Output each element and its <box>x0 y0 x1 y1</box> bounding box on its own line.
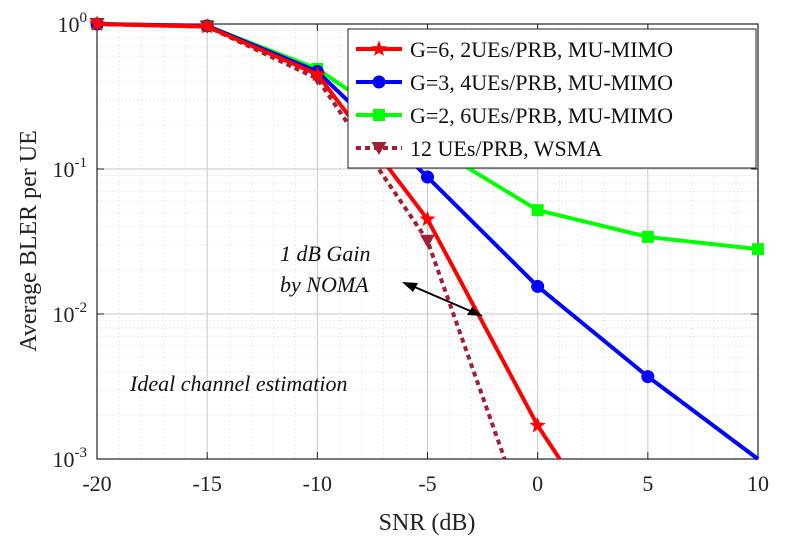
x-tick-label: 10 <box>747 471 769 496</box>
legend-item: G=3, 4UEs/PRB, MU-MIMO <box>356 70 673 95</box>
data-point-star <box>419 210 436 227</box>
annotation-gain-line2: by NOMA <box>280 272 369 297</box>
gain-double-arrow <box>402 282 483 316</box>
y-tick-label: 10-3 <box>53 445 88 472</box>
data-point-star <box>88 15 106 31</box>
x-tick-label: -5 <box>418 471 436 496</box>
data-point-star <box>529 417 546 433</box>
legend-item: G=6, 2UEs/PRB, MU-MIMO <box>356 37 673 62</box>
data-point-circle <box>531 279 545 293</box>
legend: G=6, 2UEs/PRB, MU-MIMO G=3, 4UEs/PRB, MU-… <box>347 28 757 169</box>
data-point-triangle <box>420 234 435 248</box>
x-axis-label: SNR (dB) <box>379 510 476 536</box>
data-point-triangle <box>309 72 325 86</box>
data-point-star <box>309 65 326 82</box>
x-tick-label: 5 <box>642 471 653 496</box>
data-point-circle <box>421 170 434 184</box>
data-point-circle <box>641 370 655 384</box>
data-point-star <box>199 18 216 34</box>
legend-item: G=2, 6UEs/PRB, MU-MIMO <box>356 103 673 128</box>
y-tick-label: 10-1 <box>53 155 88 182</box>
legend-label: G=6, 2UEs/PRB, MU-MIMO <box>410 37 673 62</box>
y-axis-label: Average BLER per UE <box>16 130 42 351</box>
legend-label: G=3, 4UEs/PRB, MU-MIMO <box>410 70 673 95</box>
axis-ticks: -20 -15 -10 -5 0 5 10 100 10-1 10-2 10-3 <box>53 10 770 496</box>
data-point-square <box>641 230 654 243</box>
annotation-gain-line1: 1 dB Gain <box>280 241 370 266</box>
x-tick-label: -15 <box>193 471 222 496</box>
annotation-ideal-channel: Ideal channel estimation <box>129 371 348 396</box>
legend-item: 12 UEs/PRB, WSMA <box>356 136 602 161</box>
data-point-circle <box>372 75 386 89</box>
data-point-square <box>373 109 385 121</box>
x-tick-label: 0 <box>532 471 543 496</box>
legend-box <box>347 28 757 169</box>
data-point-star <box>370 40 388 56</box>
data-point-square <box>531 204 544 217</box>
legend-label: G=2, 6UEs/PRB, MU-MIMO <box>410 103 673 128</box>
data-point-square <box>752 243 764 256</box>
x-tick-label: -20 <box>82 471 111 496</box>
x-tick-label: -10 <box>303 471 332 496</box>
y-tick-label: 10-2 <box>53 300 88 327</box>
legend-label: 12 UEs/PRB, WSMA <box>410 136 602 161</box>
y-tick-label: 100 <box>58 10 88 37</box>
data-point-triangle <box>371 142 387 155</box>
